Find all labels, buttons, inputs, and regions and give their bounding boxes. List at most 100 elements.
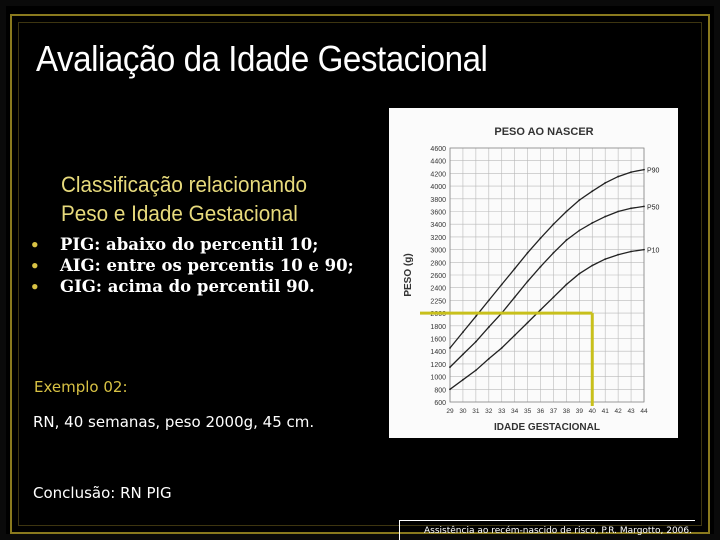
series-label-p90: P90 [647, 168, 660, 175]
data-point [539, 237, 542, 240]
data-point [462, 378, 464, 381]
data-point [474, 315, 477, 318]
y-tick-label: 2250 [430, 298, 446, 305]
y-tick-label: 2800 [430, 260, 446, 267]
data-point [487, 326, 490, 328]
chart-grid [449, 147, 645, 403]
data-point [617, 175, 620, 178]
y-tick-label: 2400 [430, 286, 446, 293]
y-tick-label: 3000 [430, 248, 446, 255]
data-point [539, 265, 542, 268]
bullet-pig-text: PIG: abaixo do percentil 10; [60, 235, 319, 254]
series-label-p10: P10 [647, 248, 660, 255]
bullet-dot-icon: • [30, 236, 40, 254]
x-tick-label: 41 [602, 408, 610, 415]
subtitle-line-2: Peso e Idade Gestacional [61, 201, 298, 226]
bullet-aig-text: AIG: entre os percentis 10 e 90; [60, 256, 354, 275]
data-point [539, 309, 542, 311]
y-tick-label: 3200 [430, 235, 446, 242]
data-point [630, 171, 632, 174]
data-point [552, 223, 555, 226]
data-point [578, 199, 581, 201]
data-point [552, 251, 555, 254]
x-tick-label: 38 [563, 408, 571, 415]
bullet-gig: • GIG: acima do percentil 90. [30, 277, 360, 297]
y-tick-label: 3400 [430, 222, 446, 229]
conclusion-text: Conclusão: RN PIG [33, 484, 172, 502]
y-tick-label: 800 [434, 387, 446, 394]
x-tick-label: 40 [589, 408, 597, 415]
y-tick-label: 1800 [430, 324, 446, 331]
data-point [449, 347, 451, 349]
chart-x-axis-label: IDADE GESTACIONAL [494, 422, 600, 433]
x-tick-label: 34 [511, 408, 519, 415]
chart-marker [420, 311, 594, 406]
slide-title: Avaliação da Idade Gestacional [36, 38, 488, 79]
series-line-p90 [449, 168, 645, 349]
data-point [604, 215, 607, 218]
y-tick-label: 3600 [430, 210, 446, 217]
data-point [604, 182, 607, 184]
y-tick-label: 4600 [430, 146, 446, 153]
data-point [513, 296, 516, 299]
data-point [591, 222, 594, 224]
data-point [500, 283, 503, 286]
data-point [565, 239, 568, 241]
y-tick-label: 600 [434, 400, 446, 407]
bullet-dot-icon: • [30, 278, 40, 296]
data-point [513, 267, 516, 270]
weight-chart-image: PESO AO NASCER PESO (g) IDADE GESTACIONA… [389, 108, 678, 438]
slide-inner-frame [18, 22, 702, 526]
y-tick-label: 3800 [430, 197, 446, 204]
subtitle-line-1: Classificação relacionando [61, 172, 308, 197]
y-tick-label: 2600 [430, 273, 446, 280]
data-point [565, 283, 568, 286]
bullet-pig: • PIG: abaixo do percentil 10; [30, 235, 360, 255]
x-tick-label: 33 [498, 408, 506, 415]
data-point [643, 248, 645, 251]
data-point [643, 168, 645, 171]
bullet-gig-text: GIG: acima do percentil 90. [60, 277, 315, 296]
data-point [630, 250, 632, 253]
data-point [449, 366, 451, 368]
chart-series: P90 P50 P10 [449, 168, 660, 391]
data-point [604, 258, 607, 261]
series-line-p10 [449, 248, 645, 390]
data-point [630, 207, 632, 210]
x-tick-label: 42 [615, 408, 623, 415]
x-tick-label: 39 [576, 408, 584, 415]
classification-list: • PIG: abaixo do percentil 10; • AIG: entr… [30, 236, 360, 299]
data-point [617, 210, 620, 213]
y-tick-label: 4400 [430, 159, 446, 166]
y-tick-label: 1600 [430, 337, 446, 344]
y-tick-label: 4200 [430, 171, 446, 178]
x-tick-label: 44 [640, 408, 648, 415]
data-point [487, 299, 490, 302]
data-point [552, 296, 555, 299]
x-tick-label: 35 [524, 408, 532, 415]
bullet-aig: • AIG: entre os percentis 10 e 90; [30, 256, 360, 276]
data-point [449, 388, 451, 391]
citation-text: Assistência ao recém-nascido de risco, P… [399, 520, 695, 540]
x-tick-label: 37 [550, 408, 558, 415]
data-point [474, 340, 477, 343]
x-tick-label: 43 [627, 408, 635, 415]
example-label: Exemplo 02: [34, 378, 128, 396]
bullet-dot-icon: • [30, 257, 40, 275]
plot-border [449, 147, 645, 403]
data-point [565, 210, 568, 213]
x-tick-label: 32 [485, 408, 493, 415]
slide-subtitle: Classificação relacionando Peso e Idade … [61, 170, 362, 228]
data-point [474, 369, 477, 372]
y-tick-label: 1000 [430, 375, 446, 382]
x-tick-label: 30 [459, 408, 467, 415]
data-point [591, 190, 594, 193]
y-tick-label: 1200 [430, 362, 446, 369]
weight-percentile-chart: PESO AO NASCER PESO (g) IDADE GESTACIONA… [403, 126, 660, 433]
data-point [462, 331, 464, 334]
data-point [487, 357, 490, 360]
data-point [578, 272, 581, 275]
y-tick-label: 1400 [430, 349, 446, 356]
data-point [526, 280, 529, 283]
chart-title: PESO AO NASCER [494, 126, 593, 138]
